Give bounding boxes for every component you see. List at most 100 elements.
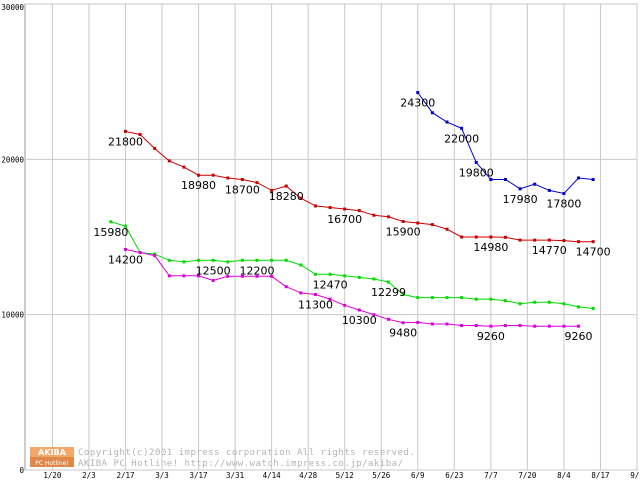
data-point (474, 324, 478, 328)
copyright-watermark: AKIBA PC Hotline! Copyright(c)2001 impre… (30, 447, 415, 469)
data-label: 9260 (565, 330, 593, 343)
data-point (357, 308, 361, 312)
data-point (445, 296, 449, 300)
x-tick-label: 5/12 (336, 471, 354, 480)
data-point (430, 322, 434, 326)
data-point (387, 215, 391, 219)
data-point (255, 274, 259, 278)
data-point (284, 184, 288, 188)
data-point (430, 223, 434, 227)
data-point (167, 258, 171, 262)
data-point (197, 173, 201, 177)
data-point (533, 238, 537, 242)
data-point (240, 274, 244, 278)
data-label: 14980 (473, 241, 508, 254)
data-point (372, 213, 376, 217)
data-point (123, 247, 127, 251)
chart-series (109, 91, 595, 328)
x-tick-label: 8/17 (591, 471, 609, 480)
x-tick-label: 3/17 (190, 471, 208, 480)
data-label: 14200 (108, 253, 143, 266)
data-point (313, 204, 317, 208)
series-line-4 (125, 248, 579, 327)
y-tick-label: 20000 (1, 155, 24, 164)
data-point (138, 251, 142, 255)
data-point (328, 272, 332, 276)
data-label: 16700 (327, 213, 362, 226)
data-labels: 24300 22000 19800 17980 17800 21800 18980 18700… (93, 97, 610, 344)
data-label: 15980 (93, 226, 128, 239)
x-tick-label: 7/7 (484, 471, 498, 480)
data-point (430, 296, 434, 300)
data-label: 12299 (371, 286, 406, 299)
data-point (547, 324, 551, 328)
data-label: 12200 (240, 264, 275, 277)
data-point (153, 254, 157, 258)
data-label: 17800 (546, 198, 581, 211)
data-point (503, 299, 507, 303)
data-point (328, 297, 332, 301)
data-point (562, 239, 566, 243)
data-point (284, 258, 288, 262)
data-point (357, 209, 361, 213)
data-point (577, 324, 581, 328)
data-point (226, 260, 230, 264)
data-point (372, 313, 376, 317)
data-point (547, 238, 551, 242)
data-point (547, 188, 551, 192)
x-axis-ticks: 1/20 2/3 2/17 3/3 3/17 3/31 4/14 4/28 5/12 5/26 6/… (43, 471, 640, 480)
logo-bottom-text: PC Hotline! (35, 460, 68, 467)
data-point (123, 129, 127, 133)
data-point (503, 324, 507, 328)
data-point (401, 321, 405, 325)
data-point (109, 220, 113, 224)
data-point (562, 302, 566, 306)
data-point (503, 235, 507, 239)
data-point (562, 324, 566, 328)
data-label: 11300 (298, 298, 333, 311)
x-tick-label: 9/1 (630, 471, 640, 480)
data-point (270, 274, 274, 278)
data-point (401, 219, 405, 223)
data-label: 17980 (503, 193, 538, 206)
data-point (577, 240, 581, 244)
data-point (416, 320, 420, 324)
data-label: 14700 (576, 246, 611, 259)
data-point (153, 252, 157, 256)
data-point (284, 285, 288, 289)
y-tick-label: 30000 (1, 3, 24, 12)
data-point (474, 160, 478, 164)
data-point (445, 120, 449, 124)
data-point (343, 274, 347, 278)
x-tick-label: 7/20 (518, 471, 537, 480)
data-point (577, 176, 581, 180)
data-point (489, 235, 493, 239)
data-point (547, 300, 551, 304)
data-point (270, 188, 274, 192)
data-point (313, 292, 317, 296)
data-point (474, 297, 478, 301)
data-label: 24300 (400, 97, 435, 110)
copyright-line-1: Copyright(c)2001 impress corporation All… (78, 448, 415, 458)
data-point (474, 235, 478, 239)
data-point (211, 258, 215, 262)
data-point (270, 258, 274, 262)
data-point (416, 296, 420, 300)
data-label: 9260 (477, 330, 505, 343)
logo-top-text: AKIBA (38, 448, 66, 457)
data-point (226, 176, 230, 180)
data-point (387, 317, 391, 321)
data-point (138, 132, 142, 136)
data-point (343, 207, 347, 211)
data-point (460, 296, 464, 300)
y-tick-label: 10000 (1, 311, 24, 320)
data-point (328, 205, 332, 209)
data-point (518, 324, 522, 328)
data-point (533, 300, 537, 304)
data-point (211, 278, 215, 282)
data-point (299, 263, 303, 267)
x-tick-label: 2/3 (82, 471, 96, 480)
data-point (240, 258, 244, 262)
data-point (197, 258, 201, 262)
data-point (562, 192, 566, 196)
